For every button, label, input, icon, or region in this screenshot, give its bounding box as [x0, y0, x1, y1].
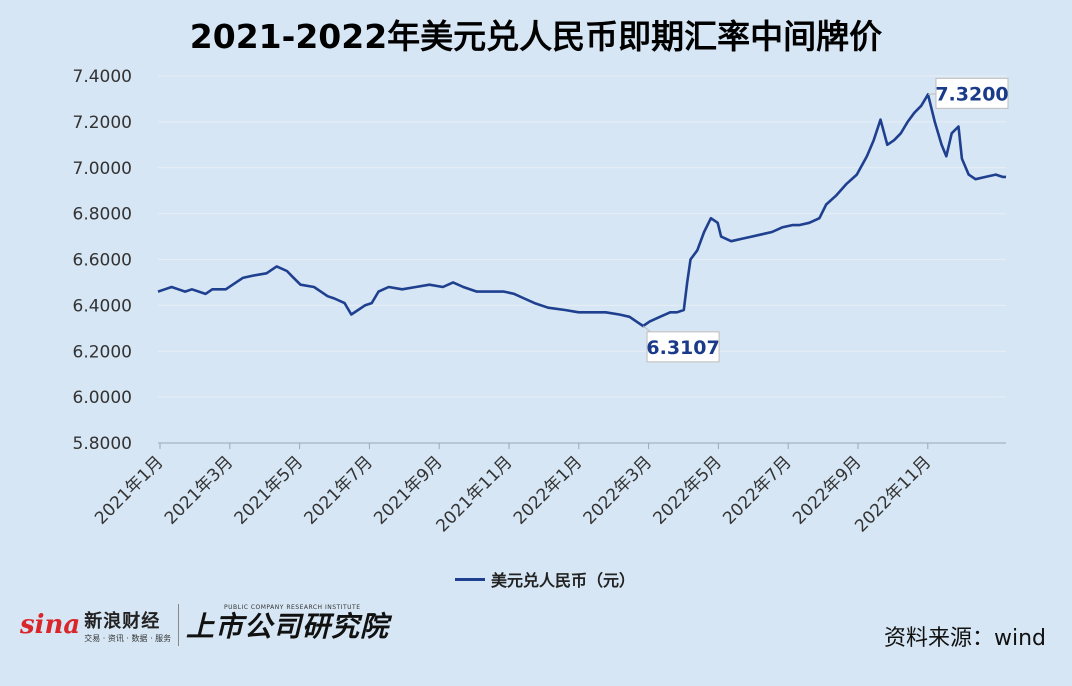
x-tick-label: 2022年1月	[510, 452, 586, 528]
y-tick-label: 6.8000	[73, 205, 132, 225]
annotation-label: 7.3200	[927, 77, 1009, 109]
series-line	[157, 93, 1006, 328]
y-tick-label: 6.0000	[73, 388, 132, 408]
institute-logo: PUBLIC COMPANY RESEARCH INSTITUTE 上市公司研究…	[186, 604, 389, 643]
annotation-box	[646, 331, 720, 363]
sina-finance-logo: sina 新浪财经 交易 · 资讯 · 数据 · 服务	[20, 605, 171, 645]
sina-name: 新浪财经	[84, 610, 161, 632]
x-tick-label: 2021年3月	[161, 452, 237, 528]
x-tick-label: 2021年9月	[370, 452, 446, 528]
gridlines	[158, 75, 1006, 444]
x-tick-label: 2021年7月	[301, 452, 377, 528]
y-tick-label: 5.8000	[73, 434, 132, 454]
y-tick-label: 6.6000	[73, 251, 132, 271]
legend-label: 美元兑人民币（元）	[491, 571, 636, 590]
annotations-layer: 6.3107 7.3200	[642, 77, 1009, 363]
chart-title: 2021-2022年美元兑人民币即期汇率中间牌价	[189, 17, 883, 56]
annotation-text: 7.3200	[935, 83, 1008, 105]
y-tick-label: 6.2000	[73, 342, 132, 362]
y-tick-label: 6.4000	[73, 296, 132, 316]
legend-swatch	[455, 577, 485, 581]
sina-text-block: 新浪财经 交易 · 资讯 · 数据 · 服务	[84, 607, 171, 644]
y-axis: 7.4000 7.2000 7.0000 6.8000 6.6000 6.4000 6.20…	[73, 67, 132, 454]
institute-cn: 上市公司研究院	[186, 610, 390, 643]
legend[interactable]: 美元兑人民币（元）	[455, 568, 635, 590]
x-tick-label: 2021年1月	[91, 452, 167, 528]
x-tick-label: 2022年3月	[580, 452, 656, 528]
y-tick-label: 7.2000	[73, 113, 132, 133]
brand-divider	[178, 604, 179, 646]
y-tick-label: 7.0000	[73, 159, 132, 179]
x-tick-label: 2022年7月	[719, 452, 795, 528]
sina-logo-text: sina	[20, 610, 81, 640]
sina-sub: 交易 · 资讯 · 数据 · 服务	[84, 633, 172, 643]
series-layer	[157, 93, 1006, 328]
institute-en: PUBLIC COMPANY RESEARCH INSTITUTE	[224, 604, 361, 611]
x-tick-label: 2021年5月	[231, 452, 307, 528]
x-axis: 2021年1月2021年3月2021年5月2021年7月2021年9月2021年…	[91, 443, 935, 536]
annotation-box	[935, 77, 1009, 109]
annotation-text: 6.3107	[646, 337, 719, 359]
annotation-label: 6.3107	[642, 325, 720, 363]
data-source: 资料来源：wind	[883, 626, 1046, 651]
x-tick-label: 2022年9月	[789, 452, 865, 528]
y-tick-label: 7.4000	[73, 67, 132, 87]
x-tick-label: 2022年5月	[650, 452, 726, 528]
